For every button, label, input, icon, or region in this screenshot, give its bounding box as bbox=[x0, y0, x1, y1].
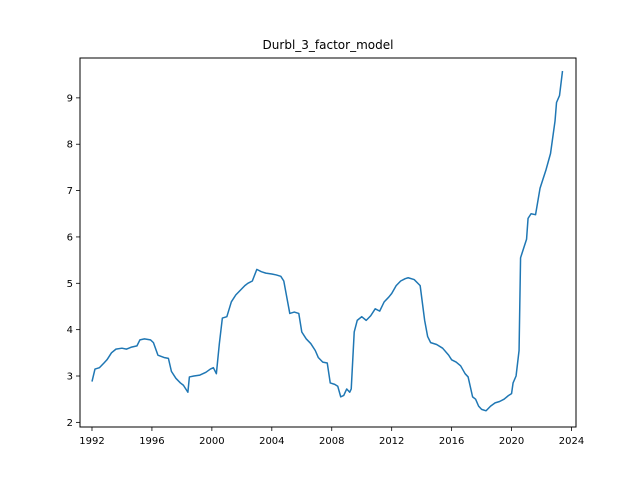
y-tick-label: 7 bbox=[67, 186, 73, 197]
y-tick-label: 4 bbox=[67, 325, 73, 336]
chart-title: Durbl_3_factor_model bbox=[263, 38, 394, 52]
x-tick-label: 2004 bbox=[259, 436, 284, 447]
y-tick-label: 5 bbox=[67, 279, 73, 290]
series-line bbox=[91, 70, 564, 412]
x-axis: 1992 1996 2000 2004 2008 2012 2016 2020 2024 bbox=[79, 427, 584, 447]
y-tick-label: 8 bbox=[67, 140, 73, 151]
x-tick-label: 2000 bbox=[199, 436, 224, 447]
x-tick-label: 1996 bbox=[139, 436, 164, 447]
x-tick-label: 2020 bbox=[499, 436, 524, 447]
x-tick-label: 2012 bbox=[379, 436, 404, 447]
x-tick-label: 2008 bbox=[319, 436, 344, 447]
y-tick-label: 2 bbox=[67, 418, 73, 429]
x-tick-label: 2024 bbox=[559, 436, 584, 447]
y-tick-label: 6 bbox=[67, 232, 73, 243]
plot-area-frame bbox=[79, 57, 577, 428]
x-tick-label: 1992 bbox=[79, 436, 104, 447]
y-tick-label: 3 bbox=[67, 372, 73, 383]
y-axis: 2 3 4 5 6 7 8 9 bbox=[67, 93, 80, 429]
y-tick-label: 9 bbox=[67, 93, 73, 104]
x-tick-label: 2016 bbox=[439, 436, 464, 447]
